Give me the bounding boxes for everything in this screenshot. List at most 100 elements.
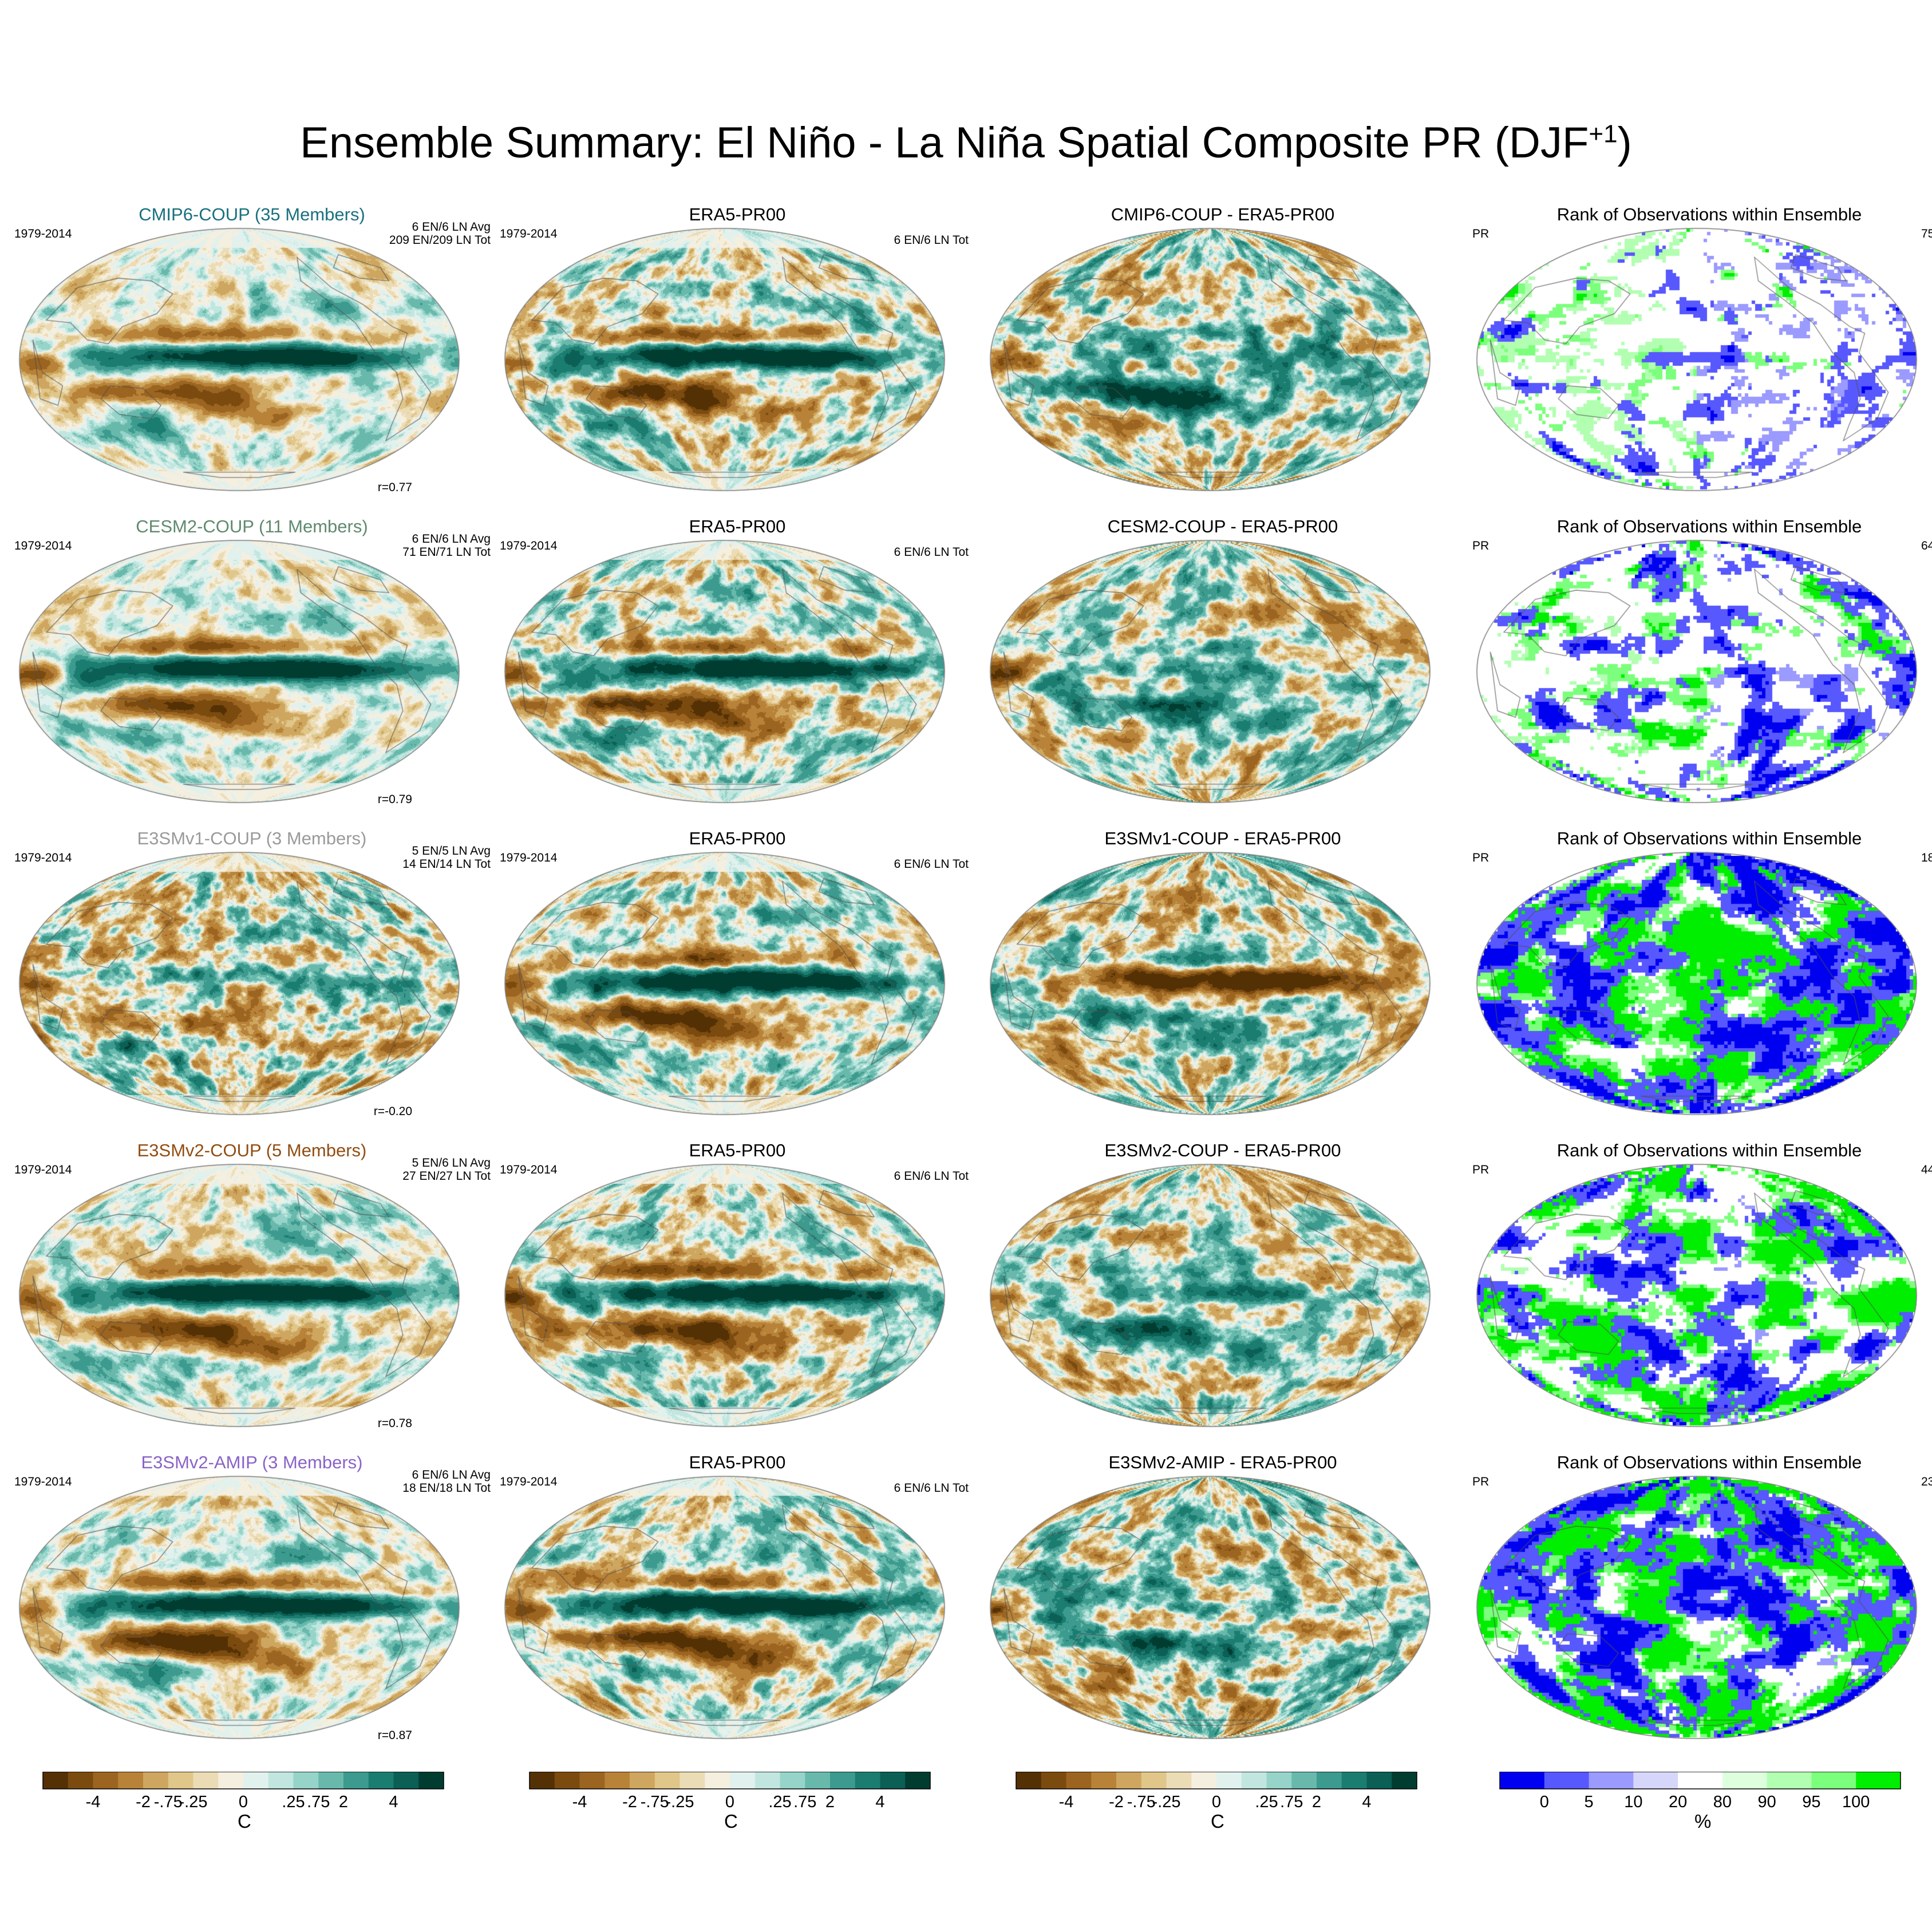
globe-map <box>1473 225 1920 494</box>
colorbar-unit: C <box>1211 1811 1224 1832</box>
total-count-label: 6 EN/6 LN Tot <box>894 1481 969 1495</box>
colorbar-swatch <box>43 1772 69 1789</box>
correlation-label: r=-0.20 <box>373 1105 412 1118</box>
colorbar-tick-label: 4 <box>389 1793 398 1811</box>
colorbar-tick-label: 0 <box>239 1793 248 1811</box>
panel-title: E3SMv2-COUP - ERA5-PR00 <box>1104 1140 1341 1160</box>
panel-model-1: CMIP6-COUP (35 Members) 1979-2014 6 EN/6 L… <box>11 203 492 512</box>
colorbar-tick-label: 90 <box>1758 1793 1776 1811</box>
avg-count-label: 6 EN/6 LN Avg <box>412 1468 491 1481</box>
rank-percent-label: 23% <box>1921 1475 1932 1488</box>
colorbar-tick-label: 80 <box>1713 1793 1732 1811</box>
colorbar-swatch <box>1066 1772 1092 1789</box>
avg-count-label: 5 EN/6 LN Avg <box>412 1156 491 1170</box>
colorbar-tick-label: .75 <box>793 1793 816 1811</box>
colorbar-swatch <box>193 1772 219 1789</box>
colorbar-swatch <box>1091 1772 1117 1789</box>
total-count-label: 71 EN/71 LN Tot <box>402 546 491 559</box>
globe-map <box>987 1161 1433 1430</box>
total-count-label: 18 EN/18 LN Tot <box>402 1481 491 1495</box>
correlation-label: r=0.77 <box>377 481 412 494</box>
colorbar-swatch <box>530 1772 555 1789</box>
colorbar-swatch <box>1116 1772 1142 1789</box>
globe-map <box>987 537 1433 806</box>
panel-title: Rank of Observations within Ensemble <box>1556 204 1862 224</box>
colorbar-tick-label: 95 <box>1802 1793 1820 1811</box>
panel-obs-2: ERA5-PR00 1979-2014 6 EN/6 LN Tot <box>497 515 978 824</box>
colorbar-tick-label: -.75 <box>641 1793 669 1811</box>
period-label: 1979-2014 <box>500 1475 558 1488</box>
colorbar-swatch <box>93 1772 118 1789</box>
colorbar-swatch <box>243 1772 269 1789</box>
colorbar-swatch <box>1266 1772 1292 1789</box>
colorbar-tick-label: 20 <box>1669 1793 1687 1811</box>
period-label: 1979-2014 <box>500 539 558 552</box>
panel-rank-3: Rank of Observations within Ensemble PR 18… <box>1469 827 1932 1136</box>
colorbar-swatch <box>293 1772 319 1789</box>
variable-label: PR <box>1472 539 1490 552</box>
colorbar-tick-label: 0 <box>1212 1793 1221 1811</box>
colorbar-swatch <box>579 1772 605 1789</box>
panel-rank-4: Rank of Observations within Ensemble PR 44… <box>1469 1139 1932 1448</box>
colorbar-swatch <box>730 1772 756 1789</box>
globe-map <box>16 225 463 494</box>
colorbar-tick-label: -4 <box>572 1793 587 1811</box>
colorbar-graphic: -4 -2 -.75-.25 0 .25.75 2 4 <box>529 1772 931 1811</box>
colorbar-tick-label: .75 <box>1280 1793 1303 1811</box>
colorbar-swatch <box>1041 1772 1066 1789</box>
panel-obs-1: ERA5-PR00 1979-2014 6 EN/6 LN Tot <box>497 203 978 512</box>
total-count-label: 14 EN/14 LN Tot <box>402 858 491 871</box>
colorbar-swatch <box>1166 1772 1192 1789</box>
colorbar-tick-label: -4 <box>86 1793 101 1811</box>
colorbar-unit: C <box>238 1811 251 1832</box>
panel-model-3: E3SMv1-COUP (3 Members) 1979-2014 5 EN/5 L… <box>11 827 492 1136</box>
period-label: 1979-2014 <box>14 851 72 864</box>
globe-map <box>501 1473 948 1742</box>
panel-model-2: CESM2-COUP (11 Members) 1979-2014 6 EN/6 L… <box>11 515 492 824</box>
colorbar-frame <box>1499 1772 1901 1789</box>
colorbar-swatch <box>343 1772 369 1789</box>
colorbar-tick-label: -.25 <box>666 1793 694 1811</box>
colorbar-tick-label: 0 <box>725 1793 734 1811</box>
colorbar-swatch <box>1341 1772 1367 1789</box>
globe-map <box>16 849 463 1118</box>
colorbar-tick-label: -2 <box>622 1793 637 1811</box>
colorbar-swatch <box>554 1772 580 1789</box>
total-count-label: 6 EN/6 LN Tot <box>894 858 969 871</box>
colorbar-tick-label: 2 <box>825 1793 835 1811</box>
period-label: 1979-2014 <box>14 539 72 552</box>
panel-title: ERA5-PR00 <box>689 828 786 848</box>
rank-percent-label: 44% <box>1921 1163 1932 1176</box>
colorbar-tick-label: 4 <box>1362 1793 1371 1811</box>
colorbar-frame <box>1016 1772 1417 1789</box>
globe-map <box>501 225 948 494</box>
colorbar-swatch <box>1291 1772 1317 1789</box>
colorbar-swatch <box>218 1772 244 1789</box>
total-count-label: 209 EN/209 LN Tot <box>389 234 491 247</box>
panel-rank-1: Rank of Observations within Ensemble PR 75… <box>1469 203 1932 512</box>
panel-title: CMIP6-COUP - ERA5-PR00 <box>1111 204 1335 224</box>
globe-map <box>501 849 948 1118</box>
colorbar-swatch <box>1191 1772 1217 1789</box>
colorbar-swatch <box>1811 1772 1856 1789</box>
panel-diff-5: E3SMv2-AMIP - ERA5-PR00 <box>982 1451 1463 1760</box>
panel-title: Rank of Observations within Ensemble <box>1556 1452 1862 1472</box>
colorbar-swatch <box>1141 1772 1167 1789</box>
globe-map <box>987 225 1433 494</box>
variable-label: PR <box>1472 1475 1490 1488</box>
total-count-label: 6 EN/6 LN Tot <box>894 234 969 247</box>
avg-count-label: 5 EN/5 LN Avg <box>412 844 491 858</box>
panel-title: E3SMv1-COUP (3 Members) <box>137 828 367 848</box>
globe-map <box>987 1473 1433 1742</box>
variable-label: PR <box>1472 227 1490 240</box>
figure-title: Ensemble Summary: El Niño - La Niña Spat… <box>300 118 1632 167</box>
avg-count-label: 6 EN/6 LN Avg <box>412 532 491 546</box>
colorbar-swatch <box>1678 1772 1723 1789</box>
panel-title: CMIP6-COUP (35 Members) <box>139 204 365 224</box>
period-label: 1979-2014 <box>500 851 558 864</box>
total-count-label: 6 EN/6 LN Tot <box>894 1170 969 1183</box>
colorbar-swatch <box>1016 1772 1042 1789</box>
globe-map <box>987 849 1433 1118</box>
total-count-label: 6 EN/6 LN Tot <box>894 546 969 559</box>
colorbar-swatch <box>1241 1772 1267 1789</box>
